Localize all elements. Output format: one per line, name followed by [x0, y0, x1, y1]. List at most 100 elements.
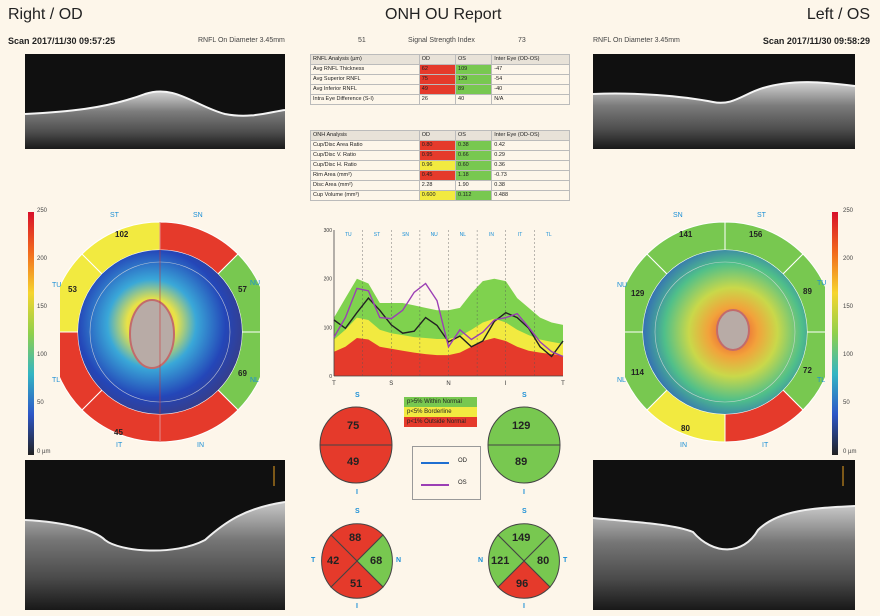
os-inferior-value: 89	[515, 456, 528, 468]
tsnit-sector-label: TL	[546, 232, 552, 238]
od-quad-inferior-value: 51	[350, 578, 363, 590]
onh-diff-cell: 0.42	[491, 140, 570, 151]
os-quadrant-circle: 149 121 80 96	[487, 521, 561, 601]
onh-od-cell: 0.80	[418, 140, 457, 151]
od-si-bottom-label: I	[356, 489, 358, 496]
od-quad-bottom-label: I	[356, 603, 358, 610]
onh-od-cell: 0.45	[418, 170, 457, 181]
tsnit-os-curve	[333, 282, 564, 358]
os-oct-image	[593, 81, 855, 149]
onh-table-row: Disc Area (mm²) 2.28 1.90 0.38	[310, 180, 570, 191]
rnfl-label-cell: Avg Superior RNFL	[310, 74, 420, 85]
rnfl-os-cell: 89	[455, 84, 493, 95]
rnfl-od-cell: 75	[418, 74, 457, 85]
od-oct-image-bottom	[25, 466, 285, 610]
rnfl-header-cell: OS	[455, 54, 493, 65]
od-ssi-value: 51	[358, 37, 366, 44]
rnfl-table-row: Avg Inferior RNFL 49 89 -40	[310, 84, 570, 95]
os-oct-image-bottom	[593, 466, 855, 610]
od-label-nl: NL	[250, 377, 259, 384]
os-line-swatch	[421, 484, 449, 486]
onh-diff-cell: 0.29	[491, 150, 570, 161]
tsnit-x-tick: S	[389, 381, 393, 387]
onh-od-cell: 0.96	[418, 160, 457, 171]
od-label-st: ST	[110, 212, 119, 219]
os-label-tl: TL	[817, 377, 826, 384]
onh-label-cell: Cup Volume (mm³)	[310, 190, 420, 201]
od-quad-left-label: T	[311, 557, 316, 564]
onh-table-row: Cup/Disc Area Ratio 0.80 0.38 0.42	[310, 140, 570, 151]
od-quad-top-label: S	[355, 508, 360, 515]
os-label-sn: SN	[673, 212, 683, 219]
od-superior-value: 75	[347, 420, 360, 432]
tsnit-sector-label: IN	[489, 232, 494, 238]
tsnit-od-curve	[333, 297, 564, 358]
od-si-top-label: S	[355, 392, 360, 399]
tsnit-sector-label: IT	[518, 232, 522, 238]
rnfl-label-cell: Avg RNFL Thickness	[310, 64, 420, 75]
onh-label-cell: Disc Area (mm²)	[310, 180, 420, 191]
tsnit-x-tick: N	[446, 381, 450, 387]
rnfl-header-cell: Inter Eye (OD-OS)	[491, 54, 570, 65]
os-line-label: OS	[458, 480, 467, 486]
rnfl-header-cell: RNFL Analysis (µm)	[310, 54, 420, 65]
od-colorbar-tick: 150	[37, 304, 48, 310]
onh-header-cell: Inter Eye (OD-OS)	[491, 130, 570, 141]
od-sector-st-value: 102	[115, 230, 129, 239]
os-eye-title: Left / OS	[806, 6, 870, 23]
rnfl-os-cell: 129	[455, 74, 493, 85]
os-label-nl: NL	[617, 377, 626, 384]
od-sector-nl-value: 69	[238, 369, 247, 378]
eye-line-legend: OD OS	[412, 446, 481, 500]
tsnit-y-tick: 200	[324, 277, 333, 283]
legend-outside-normal: p<1% Outside Normal	[404, 417, 477, 427]
legend-borderline: p<5% Borderline	[404, 407, 477, 417]
onh-label-cell: Cup/Disc V. Ratio	[310, 150, 420, 161]
onh-diff-cell: -0.73	[491, 170, 570, 181]
od-label-tl: TL	[52, 377, 61, 384]
os-sector-tl-value: 72	[803, 366, 812, 375]
onh-header-cell: ONH Analysis	[310, 130, 420, 141]
od-colorbar-tick: 200	[37, 256, 48, 262]
od-quad-superior-value: 88	[349, 532, 362, 544]
tsnit-x-tick: I	[505, 381, 507, 387]
od-label-nu: NU	[250, 280, 261, 287]
od-line-swatch	[421, 462, 449, 464]
rnfl-diff-cell: -47	[491, 64, 570, 75]
od-quad-right-label: N	[396, 557, 402, 564]
od-quad-nasal-value: 68	[370, 555, 383, 567]
os-oct-bscan-bottom	[593, 460, 855, 610]
od-colorbar-tick: 250	[37, 208, 48, 214]
os-thickness-colorbar	[832, 212, 838, 455]
os-ssi-value: 73	[518, 37, 526, 44]
od-sector-nu-value: 57	[238, 285, 247, 294]
os-colorbar-tick: 100	[843, 352, 854, 358]
ssi-label: Signal Strength Index	[408, 37, 475, 44]
normative-legend: p>5% Within Normal p<5% Borderline p<1% …	[404, 397, 477, 427]
onh-od-cell: 0.95	[418, 150, 457, 161]
os-superior-value: 129	[512, 420, 531, 432]
od-oct-bscan-bottom	[25, 460, 285, 610]
os-scan-date: Scan 2017/11/30 09:58:29	[762, 36, 870, 46]
onh-table-row: Cup/Disc H. Ratio 0.96 0.60 0.36	[310, 160, 570, 171]
od-colorbar-tick: 0 µm	[37, 449, 51, 455]
od-scan-date: Scan 2017/11/30 09:57:25	[8, 36, 116, 46]
rnfl-label-cell: Avg Inferior RNFL	[310, 84, 420, 95]
od-thickness-map: 102 57 69 45 53	[49, 212, 271, 452]
rnfl-analysis-table: RNFL Analysis (µm) OD OS Inter Eye (OD-OS) A…	[310, 54, 570, 105]
od-oct-image	[25, 90, 285, 149]
od-quad-temporal-value: 42	[327, 555, 340, 567]
os-quad-right-label: T	[563, 557, 568, 564]
onh-table-row: Rim Area (mm²) 0.45 1.18 -0.73	[310, 170, 570, 181]
od-quad-circle-graphic	[321, 523, 393, 599]
od-rnfl-diameter: RNFL On Diameter 3.45mm	[198, 37, 285, 44]
od-eye-title: Right / OD	[8, 6, 83, 23]
onh-diff-cell: 0.488	[491, 190, 570, 201]
tsnit-x-tick: T	[561, 381, 565, 387]
od-line-label: OD	[458, 458, 467, 464]
rnfl-diff-cell: N/A	[491, 94, 570, 105]
onh-header-cell: OS	[455, 130, 493, 141]
od-thickness-colorbar	[28, 212, 34, 455]
os-quad-circle-graphic	[488, 523, 560, 599]
